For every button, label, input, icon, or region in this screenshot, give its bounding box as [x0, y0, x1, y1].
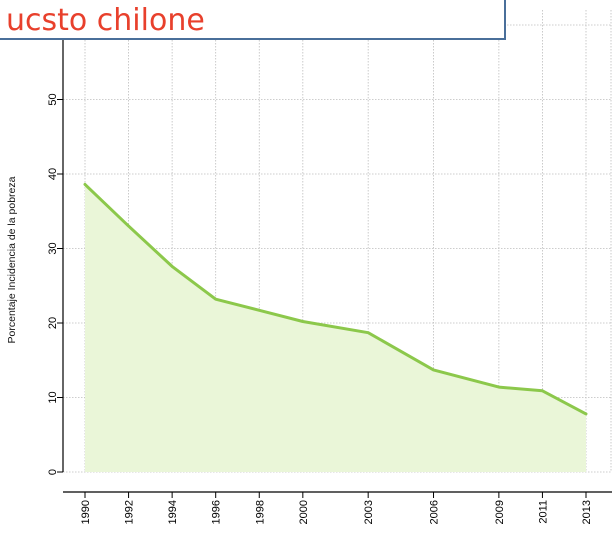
- y-axis-label-text: Porcentaje Incidencia de la pobreza: [6, 176, 18, 344]
- x-tick-label: 1998: [254, 500, 266, 524]
- x-tick-label: 2000: [298, 500, 310, 524]
- axes: [62, 0, 612, 493]
- x-tick-label: 2011: [537, 500, 549, 524]
- series-line: [83, 182, 588, 416]
- x-tick-label: 1996: [211, 500, 223, 524]
- x-tick-label: 2009: [494, 500, 506, 524]
- x-axis-ticks: 1990 1992 1994 1996 1998 2000 2003 2006 2009 2011…: [80, 492, 593, 524]
- x-tick-label: 2013: [581, 500, 593, 524]
- x-tick-label: 1992: [124, 500, 136, 524]
- y-tick-label: 0: [47, 469, 59, 475]
- y-tick-label: 30: [47, 242, 59, 254]
- x-tick-label: 1990: [80, 500, 92, 524]
- x-tick-label: 1994: [167, 500, 179, 524]
- slide-title-box: ucsto chilone: [0, 0, 506, 40]
- slide-title: ucsto chilone: [6, 3, 205, 38]
- area-layer: [83, 182, 588, 472]
- y-axis-ticks: 010203040506: [47, 22, 63, 475]
- y-tick-label: 20: [47, 317, 59, 329]
- y-tick-label: 40: [47, 168, 59, 180]
- y-tick-label: 50: [47, 93, 59, 105]
- x-tick-label: 2006: [429, 500, 441, 524]
- x-tick-label: 2003: [363, 500, 375, 524]
- y-tick-label: 10: [47, 391, 59, 403]
